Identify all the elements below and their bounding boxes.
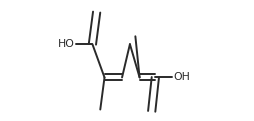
Text: OH: OH [172, 72, 189, 82]
Text: HO: HO [58, 39, 75, 49]
